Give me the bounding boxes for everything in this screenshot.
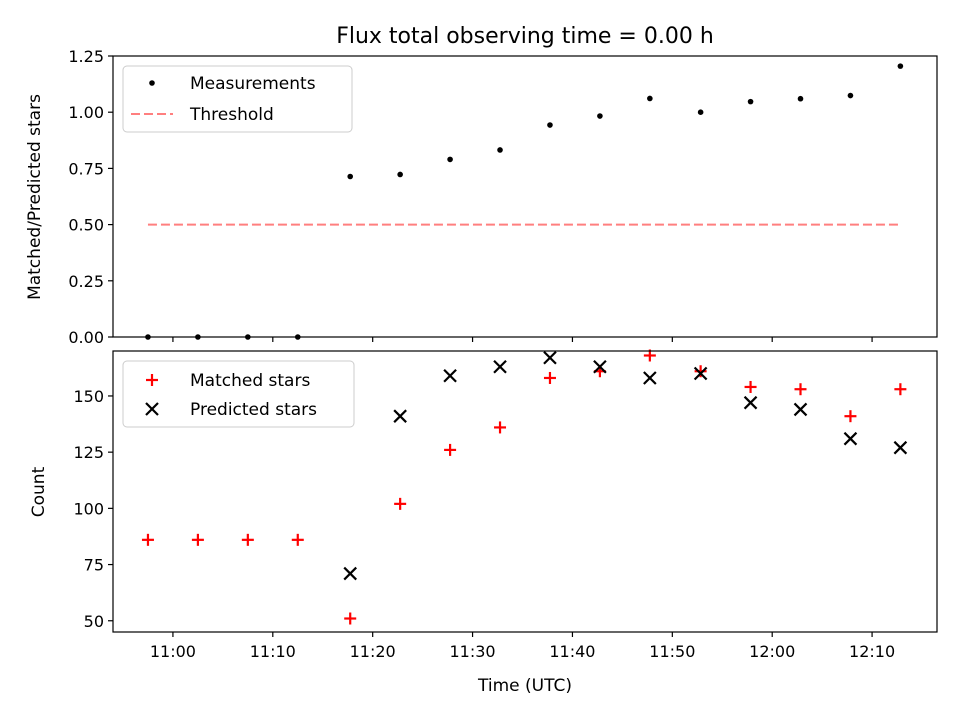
top-legend: Measurements Threshold — [122, 65, 353, 133]
matched-star-point — [394, 497, 407, 510]
predicted-star-point — [843, 431, 858, 446]
predicted-star-point — [593, 359, 607, 374]
matched-star-point — [844, 410, 857, 423]
legend-threshold-label: Threshold — [189, 105, 274, 125]
bottom-plot-area: 50 75 100 125 150 11:00 11:10 11:20 11:30 11:40 11… — [73, 349, 908, 661]
x-tick-label: 11:10 — [250, 642, 296, 661]
legend-matched-marker — [146, 374, 158, 386]
x-tick-label: 11:30 — [450, 642, 496, 661]
measurement-point — [547, 122, 553, 128]
matched-star-point — [141, 533, 154, 546]
bottom-legend: Matched stars Predicted stars — [122, 360, 355, 428]
matched-star-point — [444, 443, 457, 456]
bottom-y-tick-label: 100 — [73, 499, 104, 518]
x-tick-label: 11:50 — [649, 642, 695, 661]
predicted-star-point — [893, 440, 908, 455]
matched-star-point — [494, 421, 507, 434]
x-tick-label: 11:40 — [549, 642, 595, 661]
predicted-star-point — [343, 566, 357, 581]
x-tick-label: 11:00 — [150, 642, 196, 661]
top-y-tick-label: 0.00 — [68, 328, 104, 347]
legend-matched-label: Matched stars — [190, 371, 310, 391]
top-axes-frame — [112, 55, 938, 338]
matched-star-point — [291, 533, 304, 546]
measurement-point — [847, 92, 854, 99]
measurement-point — [647, 95, 653, 102]
matched-star-point — [744, 380, 757, 393]
measurement-point — [447, 156, 453, 163]
x-tick-label: 12:10 — [849, 642, 895, 661]
predicted-star-point — [793, 402, 808, 417]
bottom-axes-frame — [112, 350, 938, 633]
top-panel: Flux total observing time = 0.00 h Match… — [25, 24, 938, 347]
predicted-star-point — [693, 366, 708, 381]
top-y-tick-label: 0.75 — [68, 159, 104, 178]
predicted-star-point — [493, 359, 507, 374]
bottom-y-axis-label: Count — [29, 466, 49, 517]
measurement-point — [897, 63, 904, 69]
bottom-y-tick-label: 75 — [84, 556, 104, 575]
legend-measurements-marker — [149, 80, 155, 86]
x-tick-label: 12:00 — [749, 642, 795, 661]
measurement-point — [497, 147, 503, 153]
matched-star-point — [694, 365, 707, 378]
measurement-point — [797, 95, 804, 102]
matched-star-point — [894, 383, 907, 396]
predicted-star-point — [743, 395, 758, 410]
top-y-tick-label: 1.25 — [68, 47, 104, 66]
bottom-panel: Count Time (UTC) 50 75 100 125 150 11:00 11:10… — [29, 349, 938, 696]
predicted-star-point — [543, 350, 557, 365]
bottom-y-tick-label: 150 — [73, 387, 104, 406]
matched-star-point — [794, 383, 807, 396]
bottom-legend-box — [122, 360, 355, 428]
bottom-y-tick-label: 125 — [73, 443, 104, 462]
matched-star-point — [344, 612, 357, 625]
measurement-point — [347, 173, 354, 180]
measurement-point — [397, 171, 403, 178]
top-y-tick-label: 1.00 — [68, 103, 104, 122]
legend-measurements-label: Measurements — [190, 74, 316, 94]
predicted-star-point — [443, 368, 457, 383]
measurement-point — [697, 109, 704, 115]
matched-star-point — [543, 371, 556, 384]
measurement-point — [597, 113, 603, 119]
predicted-star-point — [393, 409, 407, 423]
measurement-point — [747, 98, 754, 105]
x-axis-label: Time (UTC) — [477, 676, 572, 696]
top-y-axis-label: Matched/Predicted stars — [25, 94, 45, 300]
legend-predicted-label: Predicted stars — [190, 400, 317, 420]
top-y-tick-label: 0.25 — [68, 272, 104, 291]
bottom-y-tick-label: 50 — [84, 612, 104, 631]
x-tick-label: 11:20 — [350, 642, 396, 661]
top-y-tick-label: 0.50 — [68, 216, 104, 235]
top-legend-box — [122, 65, 353, 133]
predicted-star-point — [643, 371, 657, 385]
matched-star-point — [191, 533, 204, 546]
matched-star-point — [241, 533, 254, 546]
top-chart-title: Flux total observing time = 0.00 h — [336, 24, 714, 49]
top-plot-area: 0.00 0.25 0.50 0.75 1.00 1.25 — [68, 47, 904, 347]
legend-predicted-marker — [145, 402, 159, 416]
